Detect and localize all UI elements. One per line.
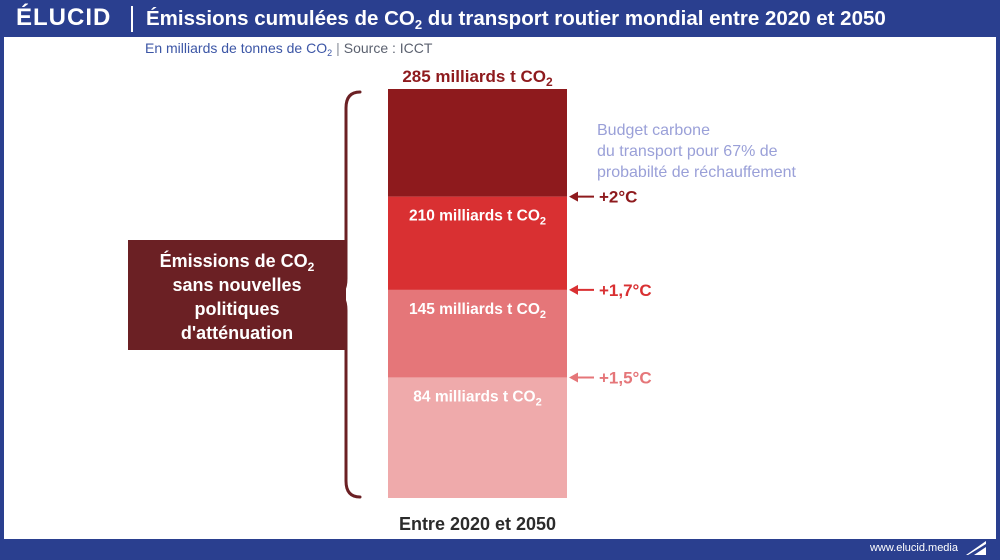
elucid-logo: ÉLUCID <box>16 4 112 31</box>
level-label-84-main: 84 milliards t CO <box>413 388 535 405</box>
source-label: Source : ICCT <box>343 40 433 56</box>
title-subscript: 2 <box>414 17 423 32</box>
bracket-label-line-2: politiques <box>195 299 280 319</box>
bar-segment-84 <box>388 377 567 498</box>
title-suffix: du transport routier mondial entre 2020 … <box>422 7 886 30</box>
bar-segment-145 <box>388 289 567 378</box>
arrow-icon-145 <box>569 284 578 295</box>
title-prefix: Émissions cumulées de CO <box>146 7 415 30</box>
unit-prefix: En milliards de tonnes de CO <box>145 40 328 56</box>
budget-annotation-line-1: du transport pour 67% de <box>597 143 778 160</box>
level-label-210-subscript: 2 <box>540 216 546 228</box>
level-label-84-subscript: 2 <box>536 396 542 408</box>
x-axis-label: Entre 2020 et 2050 <box>399 514 556 534</box>
level-label-285-subscript: 2 <box>546 75 553 89</box>
bracket-label-line-0-subscript: 2 <box>308 260 315 274</box>
level-label-145: 145 milliards t CO2 <box>409 301 546 321</box>
bar-segment-285 <box>388 89 567 197</box>
temp-marker-145: +1,7°C <box>599 281 652 300</box>
level-label-285: 285 milliards t CO2 <box>402 67 553 89</box>
level-label-145-main: 145 milliards t CO <box>409 301 540 318</box>
flag-icon <box>966 541 986 555</box>
level-label-285-main: 285 milliards t CO <box>402 67 546 86</box>
level-label-210: 210 milliards t CO2 <box>409 208 546 228</box>
temp-marker-84: +1,5°C <box>599 368 652 387</box>
bracket-label-line-0: Émissions de CO2 <box>160 250 315 274</box>
subtitle-separator: | <box>336 40 340 56</box>
footer-bar <box>0 539 1000 560</box>
header-divider <box>131 6 133 32</box>
budget-annotation-line-0: Budget carbone <box>597 122 710 139</box>
level-label-210-main: 210 milliards t CO <box>409 208 540 225</box>
arrow-icon-84 <box>569 372 578 383</box>
chart-title: Émissions cumulées de CO2 du transport r… <box>146 7 886 32</box>
level-label-145-subscript: 2 <box>540 309 546 321</box>
bar-segment-210 <box>388 196 567 290</box>
budget-annotation-line-2: probabilté de réchauffement <box>597 164 797 181</box>
header-bar: ÉLUCID Émissions cumulées de CO2 du tran… <box>0 0 1000 37</box>
unit-subscript: 2 <box>327 48 333 58</box>
bracket-label-line-3: d'atténuation <box>181 323 293 343</box>
temp-marker-210: +2°C <box>599 188 637 207</box>
level-label-84: 84 milliards t CO2 <box>413 388 541 408</box>
arrow-icon-210 <box>569 191 578 202</box>
bracket-label-line-1: sans nouvelles <box>172 275 301 295</box>
bracket-label-line-0-main: Émissions de CO <box>160 250 308 271</box>
bracket-label-box <box>128 240 346 350</box>
chart-subtitle: En milliards de tonnes de CO2 | Source : I… <box>145 40 432 58</box>
footer-url[interactable]: www.elucid.media <box>869 542 958 554</box>
